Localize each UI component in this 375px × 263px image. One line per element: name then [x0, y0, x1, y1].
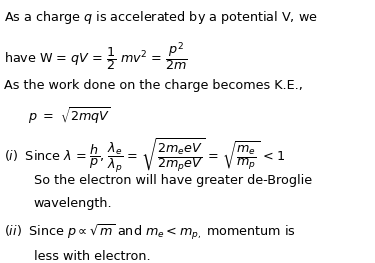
- Text: less with electron.: less with electron.: [34, 250, 150, 263]
- Text: wavelength.: wavelength.: [34, 197, 112, 210]
- Text: $p\ =\ \sqrt{2mqV}$: $p\ =\ \sqrt{2mqV}$: [28, 105, 111, 126]
- Text: $(ii)\;$ Since $p\propto\sqrt{m}$ and $m_e < m_{p,}$ momentum is: $(ii)\;$ Since $p\propto\sqrt{m}$ and $m…: [4, 222, 296, 242]
- Text: $(i)\;$ Since $\lambda$ = $\dfrac{h}{p}$, $\dfrac{\lambda_e}{\lambda_p}$ = $\sqr: $(i)\;$ Since $\lambda$ = $\dfrac{h}{p}$…: [4, 136, 286, 175]
- Text: So the electron will have greater de-Broglie: So the electron will have greater de-Bro…: [34, 174, 312, 186]
- Text: have W = $qV$ = $\dfrac{1}{2}$ $mv^2$ = $\dfrac{p^2}{2m}$: have W = $qV$ = $\dfrac{1}{2}$ $mv^2$ = …: [4, 41, 188, 73]
- Text: As a charge $q$ is accelerated by a potential V, we: As a charge $q$ is accelerated by a pote…: [4, 9, 318, 26]
- Text: As the work done on the charge becomes K.E.,: As the work done on the charge becomes K…: [4, 79, 303, 92]
